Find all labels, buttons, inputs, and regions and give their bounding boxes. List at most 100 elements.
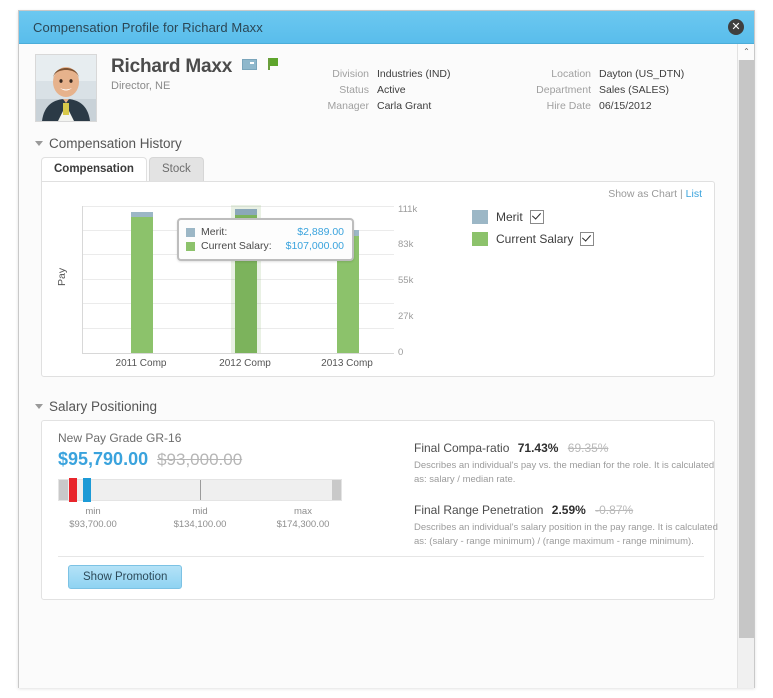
- fact-label: Location: [551, 68, 591, 80]
- tab-stock[interactable]: Stock: [149, 157, 204, 181]
- fact-value: Sales (SALES): [599, 84, 670, 96]
- legend-checkbox-merit[interactable]: [529, 210, 544, 224]
- new-salary-amount: $95,790.00: [58, 449, 149, 469]
- dialog-titlebar: Compensation Profile for Richard Maxx ✕: [19, 11, 754, 44]
- range-min-key: min: [85, 506, 101, 517]
- profile-name-block: Richard Maxx Director, NE: [111, 56, 278, 92]
- range-mid-tick: [200, 480, 201, 500]
- range-max-label: max $174,300.00: [258, 505, 348, 531]
- avatar: [35, 54, 97, 122]
- profile-facts-left: Division Industries (IND) Status Active …: [315, 66, 451, 114]
- salary-range-labels: min $93,700.00 mid $134,100.00 max $174,…: [58, 505, 342, 535]
- fact-label: Status: [339, 84, 369, 96]
- y-tick-label: 55k: [398, 275, 414, 286]
- section-header-salary-positioning: Salary Positioning: [35, 399, 737, 414]
- profile-fact-row: Division Industries (IND): [315, 66, 451, 82]
- dialog-title: Compensation Profile for Richard Maxx: [33, 19, 263, 35]
- tooltip-value: $107,000.00: [285, 240, 345, 252]
- x-tick-label: 2011 Comp: [115, 358, 167, 369]
- profile-facts-right: Location Dayton (US_DTN) Department Sale…: [519, 66, 684, 114]
- compensation-chart: Pay: [42, 204, 714, 378]
- metric-heading: Final Range Penetration 2.59% -0.87%: [414, 503, 720, 517]
- section-title: Salary Positioning: [49, 399, 158, 414]
- x-tick-label: 2013 Comp: [321, 358, 373, 369]
- scrollbar-thumb[interactable]: [739, 60, 754, 638]
- collapse-caret-icon[interactable]: [35, 404, 43, 409]
- profile-fact-row: Hire Date 06/15/2012: [519, 98, 684, 114]
- profile-fact-row: Manager Carla Grant: [315, 98, 451, 114]
- range-min-label: min $93,700.00: [48, 505, 138, 531]
- chart-x-ticks: 2011 Comp 2012 Comp 2013 Comp: [82, 358, 394, 374]
- range-marker-new-salary[interactable]: [83, 478, 91, 502]
- y-tick-label: 83k: [398, 239, 414, 250]
- show-as-toggle: Show as Chart | List: [608, 188, 702, 200]
- profile-fact-row: Status Active: [315, 82, 451, 98]
- tab-bar: Compensation Stock: [41, 157, 715, 181]
- flag-icon[interactable]: [268, 58, 278, 70]
- fact-value: Carla Grant: [377, 100, 432, 112]
- metric-description: Describes an individual's pay vs. the me…: [414, 460, 715, 485]
- fact-value: Dayton (US_DTN): [599, 68, 685, 80]
- fact-value: Industries (IND): [377, 68, 451, 80]
- metric-heading: Final Compa-ratio 71.43% 69.35%: [414, 441, 720, 455]
- salary-amounts: $95,790.00 $93,000.00: [58, 449, 242, 470]
- range-mid-value: $134,100.00: [173, 519, 227, 530]
- current-salary-color-swatch: [186, 241, 195, 251]
- salary-positioning-panel: New Pay Grade GR-16 $95,790.00 $93,000.0…: [41, 420, 718, 600]
- tooltip-label: Current Salary:: [201, 240, 272, 252]
- dialog-content: Richard Maxx Director, NE Division Indus…: [19, 44, 737, 688]
- range-max-value: $174,300.00: [276, 519, 330, 530]
- y-tick-label: 111k: [398, 204, 418, 215]
- metric-title: Final Range Penetration: [414, 503, 544, 517]
- range-mid-label: mid $134,100.00: [155, 505, 245, 531]
- range-marker-old-salary[interactable]: [69, 478, 77, 502]
- vertical-scrollbar[interactable]: ⌃: [737, 44, 754, 688]
- metric-compa-ratio: Final Compa-ratio 71.43% 69.35% Describe…: [414, 441, 720, 487]
- pay-grade-label: New Pay Grade GR-16: [58, 431, 182, 445]
- legend-checkbox-current-salary[interactable]: [580, 232, 595, 246]
- chart-tooltip: Merit: $2,889.00 Current Salary: $107,00…: [177, 218, 355, 261]
- id-card-icon[interactable]: [242, 58, 258, 70]
- current-salary-color-swatch: [472, 232, 488, 246]
- divider: [58, 556, 704, 557]
- collapse-caret-icon[interactable]: [35, 141, 43, 146]
- metric-description: Describes an individual's salary positio…: [414, 522, 718, 547]
- tooltip-label: Merit:: [201, 226, 228, 238]
- salary-range-bar[interactable]: [58, 478, 342, 502]
- metric-old-value: -0.87%: [595, 503, 634, 517]
- chart-y-ticks: 0 27k 55k 83k 111k: [398, 204, 432, 358]
- profile-fact-row: Location Dayton (US_DTN): [519, 66, 684, 82]
- x-tick-label: 2012 Comp: [219, 358, 271, 369]
- show-promotion-button[interactable]: Show Promotion: [68, 565, 183, 589]
- profile-job-title: Director, NE: [111, 80, 171, 92]
- range-mid-key: mid: [192, 506, 208, 517]
- metric-value: 71.43%: [517, 441, 559, 455]
- legend-label: Current Salary: [496, 232, 574, 246]
- merit-color-swatch: [186, 227, 195, 237]
- fact-value: 06/15/2012: [599, 100, 652, 112]
- metric-old-value: 69.35%: [567, 441, 609, 455]
- profile-header: Richard Maxx Director, NE Division Indus…: [19, 44, 737, 130]
- old-salary-amount: $93,000.00: [157, 450, 243, 469]
- y-tick-label: 27k: [398, 311, 414, 322]
- legend-label: Merit: [496, 210, 523, 224]
- legend-item-current-salary: Current Salary: [472, 232, 595, 246]
- section-header-compensation-history: Compensation History: [35, 136, 737, 151]
- tab-compensation[interactable]: Compensation: [41, 157, 147, 181]
- scroll-up-icon[interactable]: ⌃: [738, 44, 754, 60]
- range-endcap-max: [332, 480, 341, 500]
- tooltip-value: $2,889.00: [297, 226, 345, 238]
- range-max-key: max: [294, 506, 312, 517]
- dialog-body: Richard Maxx Director, NE Division Indus…: [19, 44, 754, 688]
- y-tick-label: 0: [398, 347, 404, 358]
- chart-y-axis-label: Pay: [56, 267, 68, 286]
- salary-metrics: Final Compa-ratio 71.43% 69.35% Describe…: [414, 441, 720, 565]
- fact-label: Department: [536, 84, 591, 96]
- chart-legend: Merit Current Salary: [472, 210, 595, 254]
- close-icon[interactable]: ✕: [728, 19, 744, 35]
- tooltip-row-current-salary: Current Salary: $107,000.00: [186, 239, 344, 253]
- tooltip-row-merit: Merit: $2,889.00: [186, 225, 344, 239]
- metric-value: 2.59%: [551, 503, 586, 517]
- compensation-profile-dialog: Compensation Profile for Richard Maxx ✕: [18, 10, 755, 688]
- show-as-list-link[interactable]: List: [685, 188, 702, 200]
